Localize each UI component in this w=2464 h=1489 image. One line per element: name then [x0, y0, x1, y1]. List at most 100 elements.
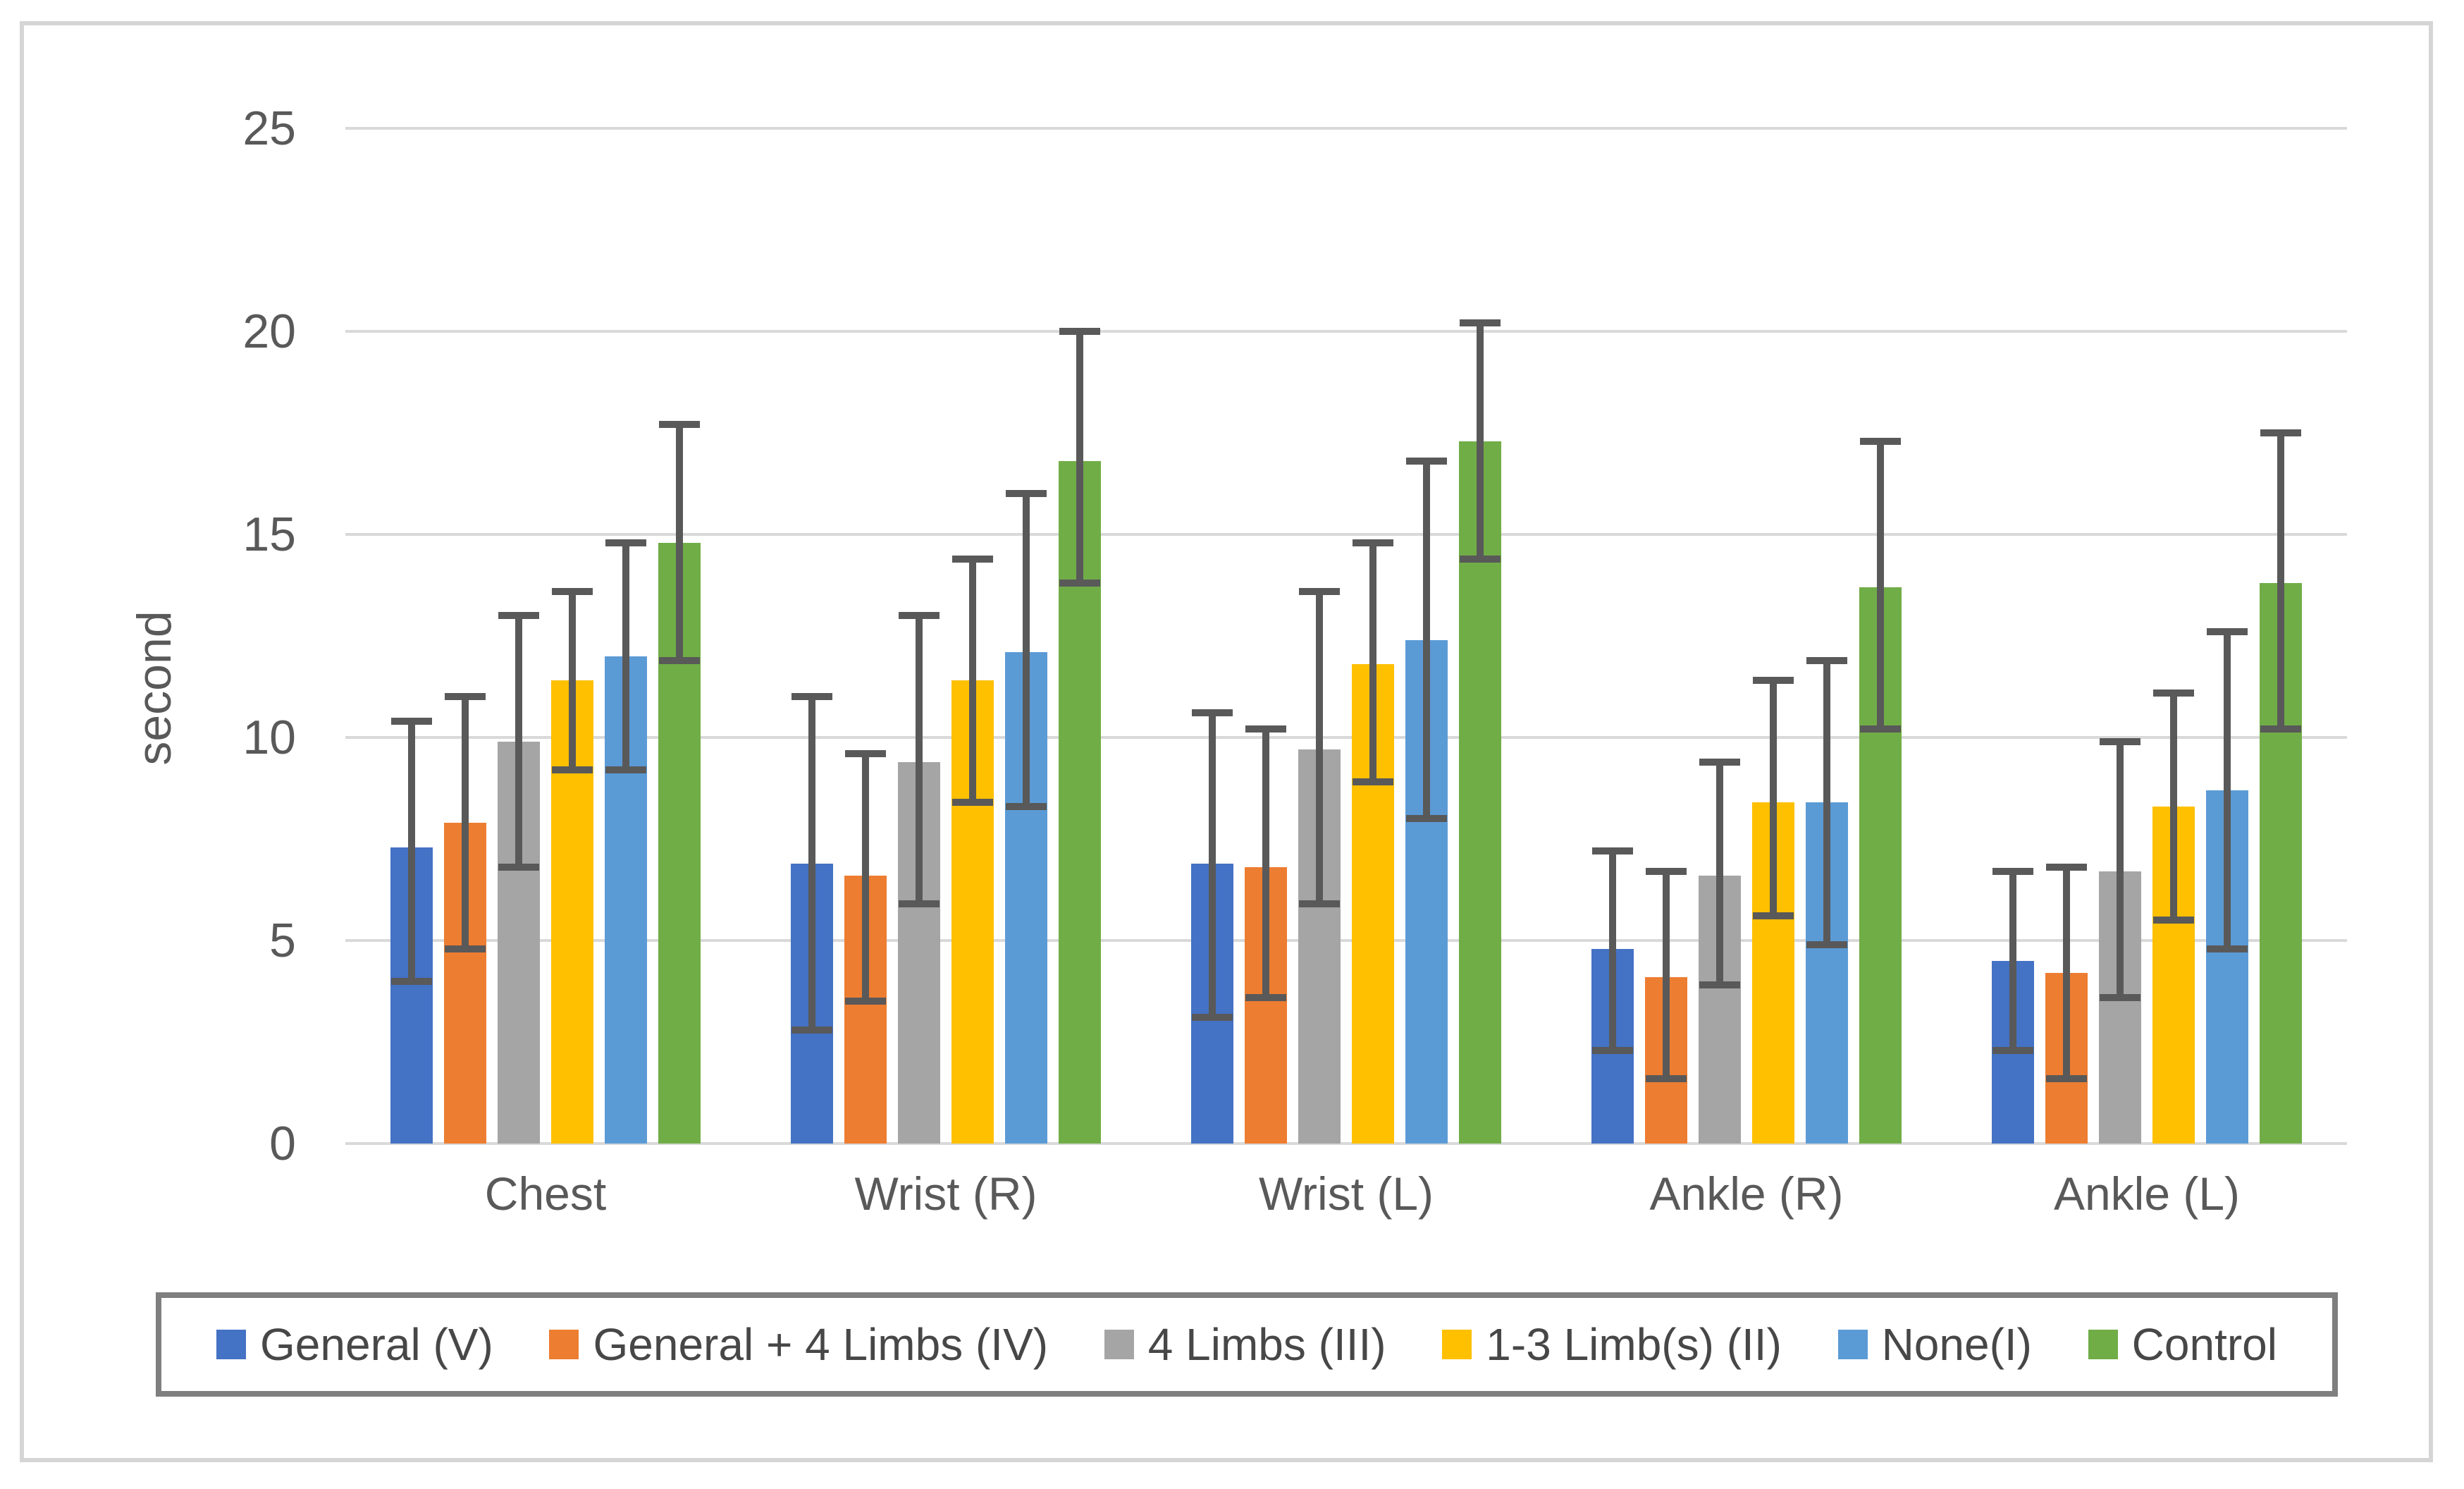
error-cap-bottom: [2153, 917, 2194, 924]
legend-item-General + 4 Limbs (IV): General + 4 Limbs (IV): [549, 1322, 1048, 1367]
error-cap-bottom: [1406, 815, 1447, 823]
legend-marker-icon: [549, 1330, 579, 1359]
error-bar-Ankle (L)-Control: [2277, 433, 2284, 730]
error-bar-Wrist (R)-General (V): [808, 697, 815, 1030]
error-bar-Ankle (R)-Control: [1877, 441, 1884, 730]
error-cap-top: [1860, 437, 1901, 445]
error-bar-Wrist (L)-General + 4 Limbs (IV): [1262, 729, 1269, 998]
error-cap-top: [552, 587, 593, 595]
error-cap-top: [2046, 864, 2087, 871]
error-bar-Wrist (R)-1-3 Limb(s) (II): [969, 558, 976, 803]
error-cap-bottom: [552, 766, 593, 774]
gridline-y-25: [345, 127, 2347, 130]
legend-label: Control: [2131, 1319, 2277, 1370]
legend-marker-icon: [216, 1330, 246, 1359]
legend-item-Control: Control: [2088, 1322, 2277, 1367]
error-cap-top: [952, 555, 993, 563]
error-cap-bottom: [2100, 993, 2140, 1001]
error-cap-bottom: [498, 864, 539, 871]
legend-item-General (V): General (V): [216, 1322, 493, 1367]
error-cap-top: [1992, 868, 2033, 876]
error-cap-bottom: [445, 945, 486, 952]
error-cap-top: [1806, 656, 1847, 664]
error-bar-Ankle (R)-4 Limbs (III): [1716, 761, 1723, 986]
error-cap-bottom: [1860, 725, 1901, 733]
error-cap-bottom: [605, 766, 646, 774]
error-cap-top: [1059, 328, 1100, 335]
error-bar-Ankle (R)-General (V): [1609, 851, 1616, 1050]
error-cap-bottom: [2046, 1074, 2087, 1082]
error-cap-top: [899, 612, 940, 620]
error-cap-top: [391, 717, 432, 725]
category-label-Wrist (R): Wrist (R): [854, 1168, 1037, 1220]
error-cap-bottom: [791, 1026, 832, 1034]
error-bar-Chest-Control: [676, 424, 683, 661]
error-bar-Wrist (L)-General (V): [1209, 713, 1216, 1018]
error-bar-Chest-4 Limbs (III): [515, 615, 522, 868]
error-cap-bottom: [952, 799, 993, 807]
error-cap-top: [1299, 587, 1340, 595]
gridline-y-20: [345, 330, 2347, 333]
gridline-y-15: [345, 533, 2347, 536]
error-bar-Ankle (R)-General + 4 Limbs (IV): [1663, 871, 1670, 1079]
legend-label: 4 Limbs (III): [1147, 1319, 1386, 1370]
error-cap-top: [2153, 689, 2194, 697]
error-cap-top: [2207, 628, 2248, 636]
error-cap-top: [445, 693, 486, 701]
error-cap-top: [1245, 725, 1286, 733]
error-bar-Ankle (L)-General + 4 Limbs (IV): [2063, 867, 2070, 1079]
category-label-Wrist (L): Wrist (L): [1258, 1168, 1434, 1220]
legend-marker-icon: [1442, 1330, 1472, 1359]
error-bar-Wrist (R)-None(I): [1023, 494, 1030, 807]
error-bar-Wrist (L)-1-3 Limb(s) (II): [1369, 542, 1376, 783]
error-cap-top: [605, 539, 646, 546]
error-cap-bottom: [1245, 993, 1286, 1001]
error-cap-top: [1460, 319, 1501, 327]
error-cap-top: [659, 421, 700, 429]
legend-label: General (V): [260, 1319, 493, 1370]
legend-label: 1-3 Limb(s) (II): [1486, 1319, 1782, 1370]
y-axis-title: second: [128, 611, 181, 766]
legend-item-1-3 Limb(s) (II): 1-3 Limb(s) (II): [1442, 1322, 1782, 1367]
error-cap-top: [845, 750, 886, 758]
error-cap-bottom: [1806, 940, 1847, 948]
chart-frame: second General (V) General + 4 Limbs (IV)…: [20, 21, 2433, 1462]
error-cap-top: [498, 612, 539, 620]
legend-marker-icon: [1837, 1330, 1868, 1359]
error-cap-top: [2260, 429, 2301, 436]
error-cap-bottom: [2207, 945, 2248, 952]
error-cap-bottom: [2260, 725, 2301, 733]
error-cap-bottom: [899, 900, 940, 908]
legend-label: General + 4 Limbs (IV): [593, 1319, 1049, 1370]
error-cap-bottom: [1646, 1074, 1687, 1082]
legend-marker-icon: [2088, 1330, 2118, 1359]
error-bar-Ankle (L)-None(I): [2224, 632, 2231, 949]
error-cap-bottom: [1353, 778, 1393, 786]
error-bar-Wrist (L)-None(I): [1423, 461, 1430, 819]
error-cap-bottom: [1992, 1046, 2033, 1054]
y-tick-label-25: 25: [242, 102, 296, 155]
error-bar-Wrist (R)-General + 4 Limbs (IV): [862, 754, 869, 1002]
error-bar-Wrist (R)-Control: [1076, 331, 1083, 584]
error-cap-top: [1592, 847, 1633, 855]
y-tick-label-0: 0: [269, 1117, 296, 1170]
error-cap-bottom: [659, 656, 700, 664]
error-cap-bottom: [1592, 1046, 1633, 1054]
legend-item-None(I): None(I): [1837, 1319, 2032, 1370]
error-cap-bottom: [845, 998, 886, 1005]
error-cap-bottom: [1299, 900, 1340, 908]
error-cap-bottom: [1192, 1014, 1233, 1022]
error-cap-top: [791, 693, 832, 701]
error-bar-Wrist (L)-Control: [1477, 323, 1484, 559]
error-bar-Chest-1-3 Limb(s) (II): [569, 591, 576, 771]
error-bar-Ankle (R)-None(I): [1823, 660, 1830, 945]
y-tick-label-5: 5: [269, 914, 296, 967]
error-cap-bottom: [1699, 981, 1740, 989]
error-cap-top: [1699, 758, 1740, 766]
error-cap-top: [1192, 709, 1233, 717]
legend-label: None(I): [1881, 1319, 2032, 1370]
legend-item-4 Limbs (III): 4 Limbs (III): [1104, 1322, 1386, 1367]
gridline-y-0: [345, 1142, 2347, 1145]
error-bar-Ankle (L)-General (V): [2009, 871, 2016, 1050]
